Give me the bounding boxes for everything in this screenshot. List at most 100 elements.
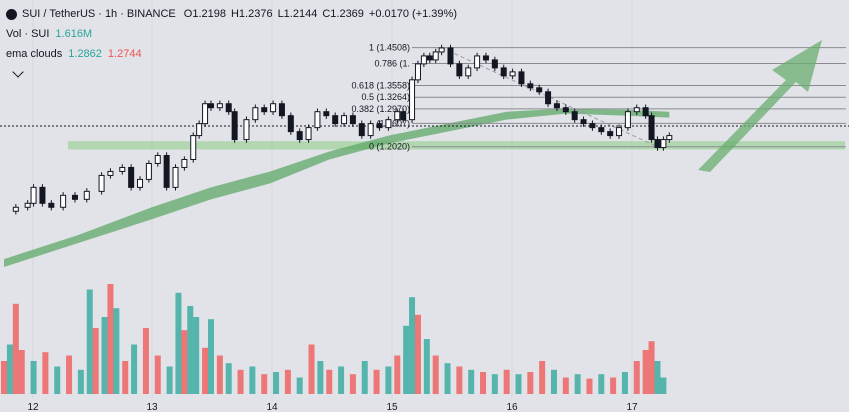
candle-down [163,155,170,188]
volume-bar [480,372,487,394]
ema-value-2: 1.2744 [107,48,142,60]
candle-down [456,63,463,77]
volume-bar [107,284,114,394]
candle-down [261,107,268,113]
volume-bar [468,369,475,394]
volume-bar [633,361,640,394]
volume-bar [409,297,416,394]
candle-down [278,103,285,117]
volume-bar [403,325,410,394]
symbol-quote: TetherUS [49,8,96,20]
candle-up [432,51,439,61]
candle-up [660,139,667,149]
candle-down [358,123,365,137]
candle-down [349,115,356,125]
high-value: H1.2376 [230,8,273,20]
volume-bar [181,330,188,394]
volume-bar [610,377,617,394]
volume-bar [6,344,13,394]
candle-down [545,91,552,105]
candle-down [648,115,655,141]
candle-up [154,155,161,164]
candle-down [654,139,661,149]
candle-up [420,55,427,65]
volume-bar [122,361,129,394]
volume-bar [207,319,214,394]
volume-bar [187,306,194,394]
volume-bar [423,339,430,394]
candle-down [400,111,407,121]
candle-down [500,67,507,77]
volume-bar [317,361,324,394]
volume-bar [648,341,655,394]
volume-bar [385,366,392,394]
volume-label: Vol · SUI [6,28,50,40]
collapse-row[interactable] [6,64,457,78]
candle-down [207,103,214,109]
candle-down [536,87,543,93]
candle-down [332,115,339,125]
candle-down [553,103,560,109]
candle-down [287,115,294,133]
volume-bar [515,374,522,394]
candle-down [376,123,383,129]
projection-arrow [698,40,822,172]
volume-bar [394,355,401,394]
volume-bar [574,374,581,394]
volume-bar [349,374,356,394]
volume-bar [642,350,649,394]
collapse-chevron-icon[interactable] [12,66,24,78]
symbol-base: SUI [22,8,41,20]
candle-up [465,67,472,77]
volume-bar [142,328,149,394]
candle-down [527,83,534,89]
volume-bar [361,361,368,394]
interval-separator: · [98,8,102,20]
candle-down [589,123,596,129]
volume-bar [54,366,61,394]
volume-bar [154,355,161,394]
volume-bar [527,372,534,394]
candle-down [447,47,454,65]
candle-up [438,47,445,53]
candle-down [426,55,433,61]
volume-bar [432,355,439,394]
volume-bar [77,369,84,394]
ema-indicator-row[interactable]: ema clouds 1.2862 1.2744 [6,44,457,64]
fib-label-0: 1 (1.4508) [369,43,410,53]
candle-up [633,107,640,113]
chart-legend: SUI / TetherUS · 1h · BINANCE O1.2198 H1… [6,4,457,78]
candle-up [341,115,348,125]
ema-value-1: 1.2862 [68,48,102,60]
candle-down [562,107,569,113]
candle-up [119,166,126,172]
fib-label-2: 0.618 (1.3558) [351,80,410,90]
volume-value: 1.616M [55,28,93,40]
volume-bar [414,314,421,394]
candle-down [491,59,498,69]
candle-up [172,166,179,188]
candle-up [616,127,623,137]
volume-bar [92,328,99,394]
candle-down [323,111,330,117]
volume-bar [202,347,209,394]
candle-down [571,111,578,121]
volume-bar [308,344,315,394]
volume-indicator-row[interactable]: Vol · SUI 1.616M [6,24,457,44]
candle-down [518,71,525,85]
symbol-slash: / [43,8,47,20]
volume-bar [1,361,7,394]
candle-up [243,119,250,141]
volume-bar [456,366,463,394]
exchange-separator: · [120,8,124,20]
volume-bar [237,369,244,394]
candle-up [30,186,37,204]
volume-bar [86,289,93,394]
x-tick-12: 12 [27,402,39,412]
x-tick-17: 17 [626,402,638,412]
candle-up [12,206,19,212]
candle-up [202,103,209,125]
volume-bar [30,361,37,394]
